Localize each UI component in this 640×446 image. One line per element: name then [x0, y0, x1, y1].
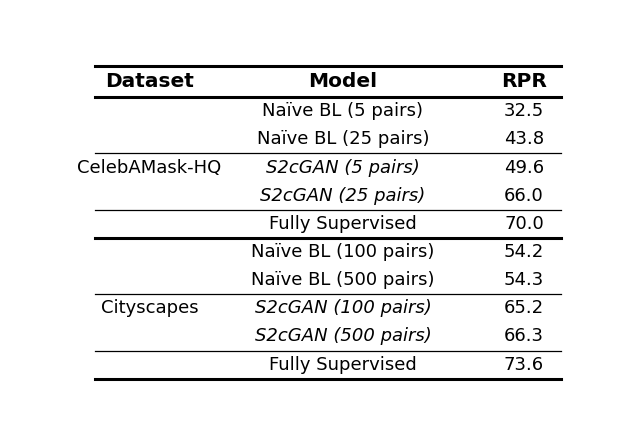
Text: 54.3: 54.3 [504, 271, 544, 289]
Text: Naïve BL (25 pairs): Naïve BL (25 pairs) [257, 130, 429, 149]
Text: Fully Supervised: Fully Supervised [269, 215, 417, 233]
Text: S2cGAN (25 pairs): S2cGAN (25 pairs) [260, 187, 426, 205]
Text: Naïve BL (500 pairs): Naïve BL (500 pairs) [251, 271, 435, 289]
Text: Model: Model [308, 72, 378, 91]
Text: 73.6: 73.6 [504, 355, 544, 374]
Text: S2cGAN (500 pairs): S2cGAN (500 pairs) [255, 327, 431, 346]
Text: Dataset: Dataset [105, 72, 194, 91]
Text: CelebAMask-HQ: CelebAMask-HQ [77, 158, 221, 177]
Text: 70.0: 70.0 [504, 215, 544, 233]
Text: RPR: RPR [501, 72, 547, 91]
Text: S2cGAN (5 pairs): S2cGAN (5 pairs) [266, 158, 420, 177]
Text: 49.6: 49.6 [504, 158, 544, 177]
Text: 66.3: 66.3 [504, 327, 544, 346]
Text: 54.2: 54.2 [504, 243, 544, 261]
Text: 65.2: 65.2 [504, 299, 544, 318]
Text: Naïve BL (5 pairs): Naïve BL (5 pairs) [262, 102, 424, 120]
Text: Naïve BL (100 pairs): Naïve BL (100 pairs) [251, 243, 435, 261]
Text: 32.5: 32.5 [504, 102, 544, 120]
Text: Cityscapes: Cityscapes [100, 299, 198, 318]
Text: 43.8: 43.8 [504, 130, 544, 149]
Text: Fully Supervised: Fully Supervised [269, 355, 417, 374]
Text: S2cGAN (100 pairs): S2cGAN (100 pairs) [255, 299, 431, 318]
Text: 66.0: 66.0 [504, 187, 544, 205]
